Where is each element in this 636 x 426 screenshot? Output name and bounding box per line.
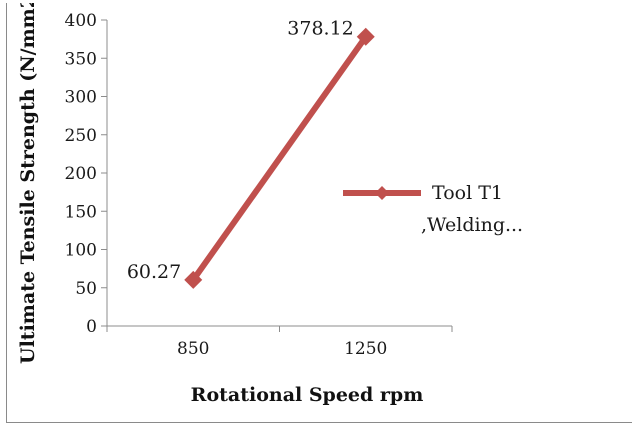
- legend-label: Tool T1: [432, 182, 503, 204]
- x-tick-label: 1250: [344, 339, 387, 359]
- y-tick-label: 250: [65, 126, 97, 146]
- data-label-layer: 60.27 378.12: [127, 18, 354, 283]
- legend: Tool T1 ,Welding...: [343, 182, 523, 236]
- x-axis-title: Rotational Speed rpm: [191, 384, 424, 406]
- y-axis-title: Ultimate Tensile Strength (N/mm2): [17, 3, 39, 364]
- y-tick-label: 0: [86, 317, 97, 337]
- y-tick-label: 150: [65, 202, 97, 222]
- y-tick-label: 300: [65, 88, 97, 108]
- y-tick-label: 400: [65, 11, 97, 31]
- y-tick-label: 200: [65, 164, 97, 184]
- y-tick-label: 350: [65, 49, 97, 69]
- y-tick-label: 50: [75, 279, 97, 299]
- x-tick-label: 850: [177, 339, 209, 359]
- legend-label-continued: ,Welding...: [421, 214, 523, 236]
- data-point-marker: [184, 270, 203, 289]
- legend-marker-diamond-icon: [375, 186, 389, 200]
- data-point-marker: [356, 27, 375, 46]
- series-layer: [184, 27, 375, 289]
- data-label: 60.27: [127, 261, 181, 283]
- x-axis: 850 1250: [106, 325, 453, 359]
- line-chart: 0 50 100 150 200 250 300 350 400 850 1250 60.27 37…: [17, 3, 523, 406]
- data-label: 378.12: [287, 18, 353, 40]
- y-tick-label: 100: [65, 241, 97, 261]
- series-line: [190, 35, 369, 282]
- y-axis: 0 50 100 150 200 250 300 350 400: [65, 11, 108, 337]
- chart-frame: 0 50 100 150 200 250 300 350 400 850 1250 60.27 37…: [6, 3, 632, 423]
